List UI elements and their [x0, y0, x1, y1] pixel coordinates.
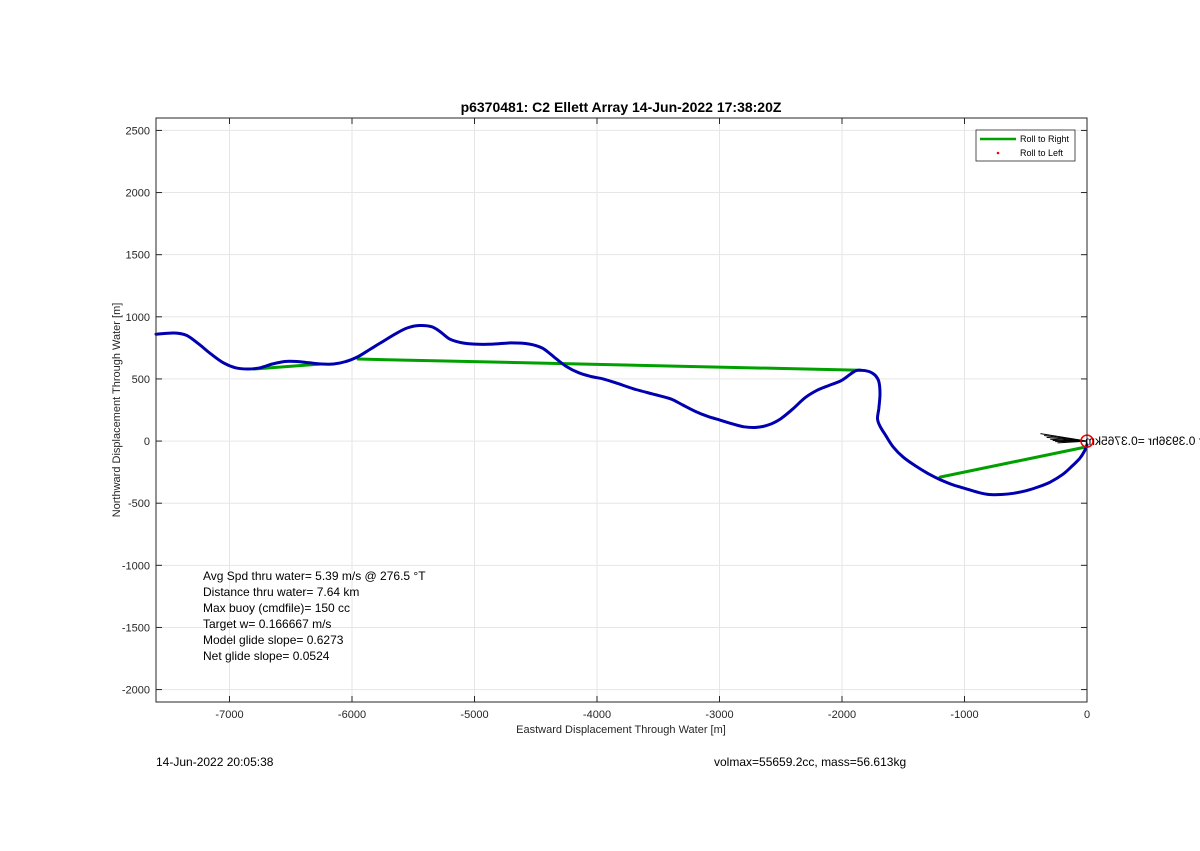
x-tick-label: -2000 [828, 709, 856, 721]
y-tick-label: 500 [132, 374, 150, 386]
y-tick-label: 1500 [126, 250, 150, 262]
stats-max-buoy: Max buoy (cmdfile)= 150 cc [203, 601, 350, 615]
roll-right-segment [252, 362, 323, 371]
y-tick-label: 0 [144, 436, 150, 448]
x-tick-label: -7000 [215, 709, 243, 721]
stats-distance: Distance thru water= 7.64 km [203, 585, 359, 599]
glider-track-line [154, 323, 1089, 497]
y-tick-label: -1000 [122, 560, 150, 572]
legend-label-roll-right: Roll to Right [1020, 134, 1070, 144]
y-tick-label: 2000 [126, 188, 150, 200]
x-tick-labels: -7000 -6000 -5000 -4000 -3000 -2000 -1000 0 [215, 709, 1090, 721]
plot-area: -7000 -6000 -5000 -4000 -3000 -2000 -1000 0 -20… [122, 117, 1094, 721]
legend-dot-roll-left [996, 151, 1000, 155]
stats-avg-speed: Avg Spd thru water= 5.39 m/s @ 276.5 °T [203, 569, 426, 583]
y-tick-label: -1500 [122, 622, 150, 634]
stats-net-glide: Net glide slope= 0.0524 [203, 649, 330, 663]
legend-label-roll-left: Roll to Left [1020, 148, 1064, 158]
series-layer [154, 323, 1089, 497]
chart-title: p6370481: C2 Ellett Array 14-Jun-2022 17… [461, 99, 782, 115]
tick-marks [156, 118, 1088, 702]
x-tick-label: -5000 [460, 709, 488, 721]
axes-background [156, 118, 1087, 702]
mirrored-annotation-text: Surface drift 2 for 0.3936hr =0.3765km [1085, 434, 1200, 448]
x-axis-label: Eastward Displacement Through Water [m] [516, 724, 726, 736]
x-tick-label: 0 [1084, 709, 1090, 721]
stats-block: Avg Spd thru water= 5.39 m/s @ 276.5 °T … [203, 569, 426, 663]
legend: Roll to Right Roll to Left [975, 129, 1076, 162]
mirrored-annotation: Surface drift 2 for 0.3936hr =0.3765km [1085, 434, 1200, 448]
stats-model-glide: Model glide slope= 0.6273 [203, 633, 344, 647]
roll-right-segment [938, 445, 1087, 479]
x-tick-label: -1000 [950, 709, 978, 721]
x-tick-label: -6000 [338, 709, 366, 721]
footer-timestamp: 14-Jun-2022 20:05:38 [156, 755, 274, 769]
axes-box [155, 117, 1088, 703]
y-tick-label: 2500 [126, 125, 150, 137]
y-tick-label: -2000 [122, 685, 150, 697]
y-axis-label: Northward Displacement Through Water [m] [111, 303, 123, 518]
y-tick-label: 1000 [126, 312, 150, 324]
y-tick-labels: -2000 -1500 -1000 -500 0 500 1000 1500 2000 2500 [122, 125, 150, 696]
legend-box [975, 129, 1076, 162]
stats-target-w: Target w= 0.166667 m/s [203, 617, 331, 631]
x-tick-label: -4000 [583, 709, 611, 721]
x-tick-label: -3000 [705, 709, 733, 721]
y-tick-label: -500 [128, 498, 150, 510]
footer-volmax: volmax=55659.2cc, mass=56.613kg [714, 755, 906, 769]
roll-right-segment [356, 357, 862, 372]
